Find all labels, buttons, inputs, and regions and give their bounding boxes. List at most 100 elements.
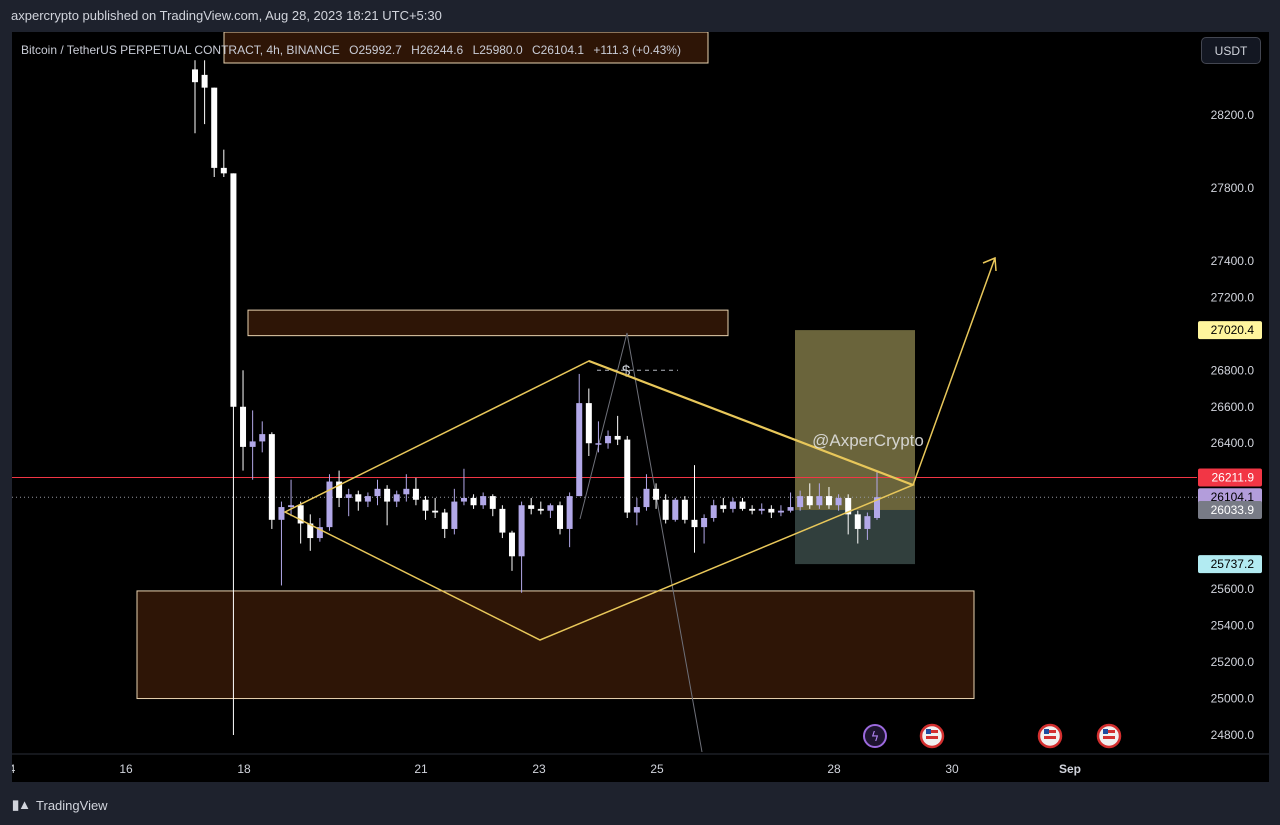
candle-body bbox=[749, 508, 756, 511]
candle-body bbox=[710, 505, 717, 518]
candle-body bbox=[249, 441, 256, 447]
candle-body bbox=[614, 435, 621, 440]
price-tick-label: 27400.0 bbox=[1211, 254, 1255, 268]
candle-body bbox=[557, 505, 564, 529]
candle-body bbox=[259, 434, 266, 442]
candle-body bbox=[192, 69, 198, 83]
price-marker-label: 25737.2 bbox=[1211, 557, 1255, 571]
price-marker-bg bbox=[1198, 500, 1262, 519]
candle-body bbox=[854, 514, 861, 529]
price-marker-label: 27020.4 bbox=[1211, 323, 1255, 337]
candle-body bbox=[268, 434, 275, 520]
candle-body bbox=[681, 499, 688, 520]
price-tick-label: 26800.0 bbox=[1211, 363, 1255, 377]
ohlc-high: H26244.6 bbox=[411, 43, 464, 57]
price-tick-label: 25200.0 bbox=[1211, 655, 1255, 669]
candle-body bbox=[374, 488, 381, 497]
price-tick-label: 25400.0 bbox=[1211, 619, 1255, 633]
candle-body bbox=[336, 481, 343, 498]
plot-area: $ @AxperCrypto ϟ bbox=[12, 32, 1197, 752]
price-tick-label: 26600.0 bbox=[1211, 400, 1255, 414]
candle-body bbox=[720, 505, 727, 509]
candle-body bbox=[874, 497, 880, 518]
symbol-name[interactable]: Bitcoin / TetherUS PERPETUAL CONTRACT, 4… bbox=[21, 43, 340, 57]
candle-body bbox=[489, 496, 496, 509]
price-marker-bg bbox=[1198, 321, 1262, 340]
candle-body bbox=[624, 439, 631, 513]
target-arrow bbox=[912, 257, 996, 486]
price-marker: 25737.2 bbox=[1198, 555, 1262, 574]
long-target-zone bbox=[795, 330, 915, 510]
price-tick-label: 25600.0 bbox=[1211, 582, 1255, 596]
liquidity-label: $ bbox=[622, 362, 631, 379]
price-tick-label: 24800.0 bbox=[1211, 728, 1255, 742]
price-marker: 26211.9 bbox=[1198, 468, 1262, 487]
candle-body bbox=[566, 496, 573, 529]
candle-body bbox=[470, 497, 477, 506]
candle-body bbox=[432, 510, 439, 513]
flag-stripe bbox=[1103, 736, 1115, 739]
candle-body bbox=[576, 403, 583, 497]
flag-stripe bbox=[1044, 736, 1056, 739]
candle-body bbox=[201, 74, 208, 88]
flag-canton bbox=[1103, 729, 1108, 734]
supply-zone bbox=[247, 309, 729, 337]
candle-body bbox=[278, 507, 285, 520]
us-economic-event-icon bbox=[919, 723, 945, 749]
flag-stripe bbox=[926, 736, 938, 739]
candle-body bbox=[816, 496, 823, 506]
candle-body bbox=[307, 523, 314, 539]
candle-body bbox=[662, 499, 669, 520]
flag-stripe bbox=[926, 730, 938, 733]
event-icon-ring bbox=[863, 724, 887, 748]
flag-stripe bbox=[1103, 730, 1115, 733]
ohlc-close: C26104.1 bbox=[531, 43, 585, 57]
candle-body bbox=[768, 508, 775, 513]
bolt-glyph: ϟ bbox=[871, 730, 880, 745]
dividend-event-icon: ϟ bbox=[863, 724, 887, 748]
us-economic-event-icon bbox=[1096, 723, 1122, 749]
candle-body bbox=[441, 512, 448, 529]
candle-body bbox=[845, 497, 852, 515]
ohlc-low: L25980.0 bbox=[472, 43, 523, 57]
price-marker-bg bbox=[1198, 555, 1262, 574]
candle-body bbox=[316, 527, 323, 539]
candle-body bbox=[364, 496, 371, 502]
candle-body bbox=[460, 497, 467, 502]
candle-body bbox=[758, 508, 765, 511]
tradingview-logo[interactable]: ▮▲ TradingView bbox=[12, 797, 108, 813]
candle-body bbox=[345, 494, 352, 498]
brand-label: TradingView bbox=[36, 797, 108, 813]
price-tick-label: 27200.0 bbox=[1211, 290, 1255, 304]
flag-canton bbox=[926, 729, 931, 734]
candle-body bbox=[653, 488, 660, 500]
author-watermark: @AxperCrypto bbox=[812, 431, 924, 450]
time-tick-label: 16 bbox=[119, 762, 133, 776]
currency-button[interactable]: USDT bbox=[1201, 37, 1261, 64]
price-marker-label: 26104.1 bbox=[1211, 490, 1255, 504]
publisher-caption: axpercrypto published on TradingView.com… bbox=[11, 8, 442, 23]
legend-highlight-box bbox=[223, 32, 709, 64]
candlestick-chart[interactable]: $ @AxperCrypto ϟ 24800.0 25000.0 25200.0 25400… bbox=[12, 32, 1269, 782]
time-tick-label: 18 bbox=[237, 762, 251, 776]
candle-body bbox=[451, 501, 458, 529]
price-marker: 26033.9 bbox=[1198, 500, 1262, 519]
trend-line bbox=[579, 332, 703, 752]
us-economic-event-icon bbox=[1037, 723, 1063, 749]
time-tick-label: 21 bbox=[414, 762, 428, 776]
candle-body bbox=[806, 496, 813, 506]
candle-body bbox=[672, 499, 679, 520]
candle-body bbox=[825, 496, 832, 506]
price-tick-label: 28200.0 bbox=[1211, 108, 1255, 122]
diamond-upper-edge bbox=[588, 359, 914, 487]
candle-body bbox=[412, 488, 419, 500]
candle-body bbox=[499, 508, 506, 533]
candle-body bbox=[605, 435, 612, 444]
candle-body bbox=[528, 505, 535, 509]
candle-body bbox=[297, 505, 304, 524]
time-tick-label: 25 bbox=[650, 762, 664, 776]
price-marker: 27020.4 bbox=[1198, 321, 1262, 340]
chart-area[interactable]: $ @AxperCrypto ϟ 24800.0 25000.0 25200.0 25400… bbox=[12, 32, 1269, 782]
flag-canton bbox=[1044, 729, 1049, 734]
price-tick-label: 27800.0 bbox=[1211, 181, 1255, 195]
